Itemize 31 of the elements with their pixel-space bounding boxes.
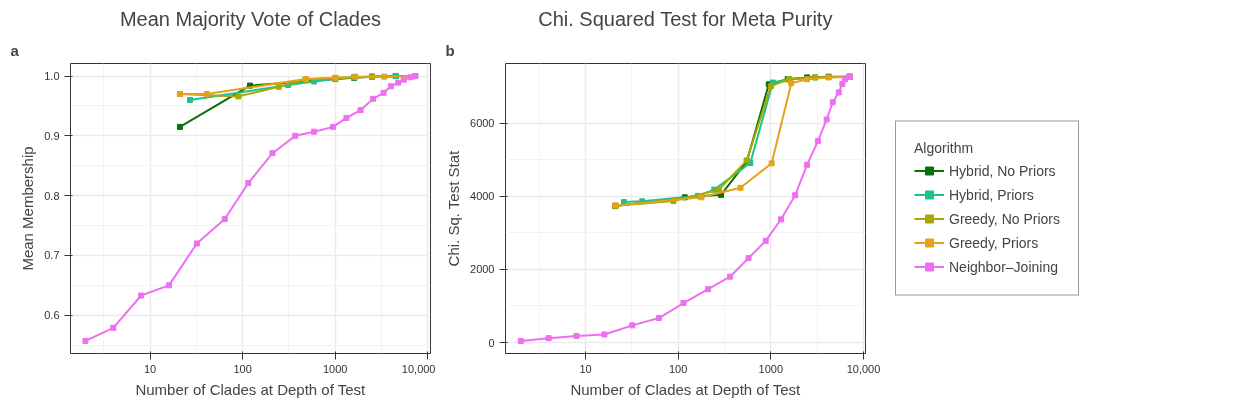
legend-label: Greedy, Priors (949, 233, 1039, 252)
legend-label: Hybrid, No Priors (949, 161, 1056, 180)
x-tick-label: 10 (579, 362, 592, 375)
x-axis-title: Number of Clades at Depth of Test (570, 380, 802, 398)
y-axis-title: Mean Membership (19, 146, 37, 271)
y-axis-title: Chi. Sq. Test Stat (445, 150, 463, 267)
y-tick-label: 0.6 (44, 309, 60, 322)
x-tick-label: 100 (669, 362, 688, 375)
chart-title: Mean Majority Vote of Clades (119, 7, 382, 30)
text: b (445, 41, 455, 59)
y-tick-label: 6000 (470, 117, 495, 130)
legend-label: Hybrid, Priors (949, 185, 1034, 204)
x-tick-label: 10,000 (846, 362, 881, 375)
x-tick-label: 10 (143, 362, 157, 375)
y-tick-label: 4000 (470, 190, 495, 203)
text: a (10, 41, 20, 59)
y-tick-label: 0.8 (44, 189, 60, 202)
y-tick-label: 2000 (470, 263, 495, 276)
x-tick-label: 10,000 (401, 362, 436, 375)
legend-label: Neighbor–Joining (949, 257, 1058, 276)
y-tick-label: 0 (488, 336, 495, 349)
y-tick-label: 0.9 (44, 129, 60, 142)
x-axis-title: Number of Clades at Depth of Test (135, 380, 367, 398)
y-tick-label: 1.0 (44, 70, 60, 83)
legend-label: Greedy, No Priors (949, 209, 1060, 228)
legend-title: Algorithm (914, 139, 975, 156)
x-tick-label: 100 (233, 362, 252, 375)
chart-title: Chi. Squared Test for Meta Purity (538, 7, 833, 30)
x-tick-label: 1000 (322, 362, 348, 375)
x-tick-label: 1000 (758, 362, 784, 375)
y-tick-label: 0.7 (44, 249, 60, 262)
